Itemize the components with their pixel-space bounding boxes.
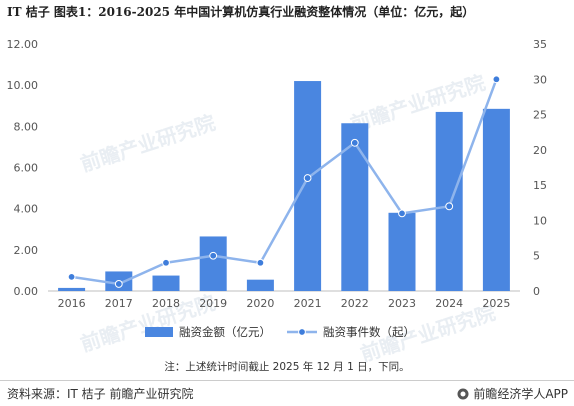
y-right-tick-label: 20	[533, 144, 547, 157]
bar	[246, 279, 274, 291]
y-left-tick-label: 0.00	[14, 285, 39, 298]
line-point	[256, 258, 265, 267]
y-left-tick-label: 12.00	[7, 38, 39, 51]
line-point	[398, 209, 406, 218]
line-point	[114, 280, 123, 288]
bar-series	[58, 81, 510, 292]
line-series	[67, 75, 501, 288]
bar	[152, 275, 180, 291]
note-text: 注：上述统计时间截止 2025 年 12 月 1 日，下同。	[164, 360, 409, 373]
brand-text: 前瞻经济学人APP	[473, 387, 568, 401]
y-right-tick-label: 35	[533, 38, 547, 51]
bar	[482, 108, 510, 292]
x-tick-label: 2017	[105, 297, 133, 310]
y-right-tick-label: 10	[533, 214, 547, 227]
x-tick-label: 2022	[341, 297, 369, 310]
series-line	[71, 78, 498, 286]
brand-logo-icon	[457, 388, 469, 399]
x-tick-label: 2018	[152, 297, 180, 310]
line-point	[303, 174, 312, 182]
legend-bar-swatch	[145, 327, 173, 337]
y-right-tick-label: 5	[533, 250, 540, 263]
bar	[388, 212, 416, 291]
x-tick-label: 2025	[482, 297, 510, 310]
y-right-tick-label: 15	[533, 179, 547, 192]
x-tick-label: 2020	[246, 297, 274, 310]
y-left-tick-label: 6.00	[14, 162, 39, 175]
bar	[294, 81, 322, 291]
watermark-text: 前瞻产业研究院	[78, 290, 219, 356]
y-right-tick-label: 30	[533, 73, 547, 86]
bar	[341, 123, 369, 291]
y-left-tick-label: 10.00	[7, 79, 39, 92]
bar	[435, 111, 463, 291]
y-left-tick-label: 8.00	[14, 120, 39, 133]
y-left-tick-label: 4.00	[14, 203, 39, 216]
legend-line-label: 融资事件数（起）	[323, 325, 415, 339]
legend: 融资金额（亿元） 融资事件数（起）	[145, 325, 415, 339]
source-text: 资料来源：IT 桔子 前瞻产业研究院	[7, 387, 194, 401]
bar	[58, 287, 86, 291]
x-tick-label: 2023	[388, 297, 416, 310]
x-tick-label: 2016	[58, 297, 86, 310]
line-point	[209, 251, 218, 260]
line-point	[162, 258, 170, 267]
legend-line-marker	[298, 328, 306, 336]
x-tick-label: 2024	[435, 297, 463, 310]
line-point	[492, 75, 501, 84]
watermark-text: 前瞻产业研究院	[78, 110, 219, 176]
axes: 0.002.004.006.008.0010.0012.000510152025…	[7, 38, 548, 310]
line-point	[445, 202, 454, 211]
legend-bar-label: 融资金额（亿元）	[179, 325, 271, 339]
y-left-tick-label: 2.00	[14, 244, 39, 257]
brand: 前瞻经济学人APP	[457, 385, 568, 402]
chart-title: IT 桔子 图表1：2016-2025 年中国计算机仿真行业融资整体情况（单位：…	[7, 5, 475, 19]
line-point	[67, 272, 76, 281]
note: 注：上述统计时间截止 2025 年 12 月 1 日，下同。	[164, 360, 409, 373]
y-right-tick-label: 0	[533, 285, 540, 298]
x-tick-label: 2021	[294, 297, 322, 310]
footer-divider	[0, 380, 574, 381]
line-point	[350, 138, 359, 147]
bar	[199, 236, 227, 291]
watermark-text: 前瞻产业研究院	[348, 70, 489, 136]
x-tick-label: 2019	[199, 297, 227, 310]
y-right-tick-label: 25	[533, 109, 547, 122]
